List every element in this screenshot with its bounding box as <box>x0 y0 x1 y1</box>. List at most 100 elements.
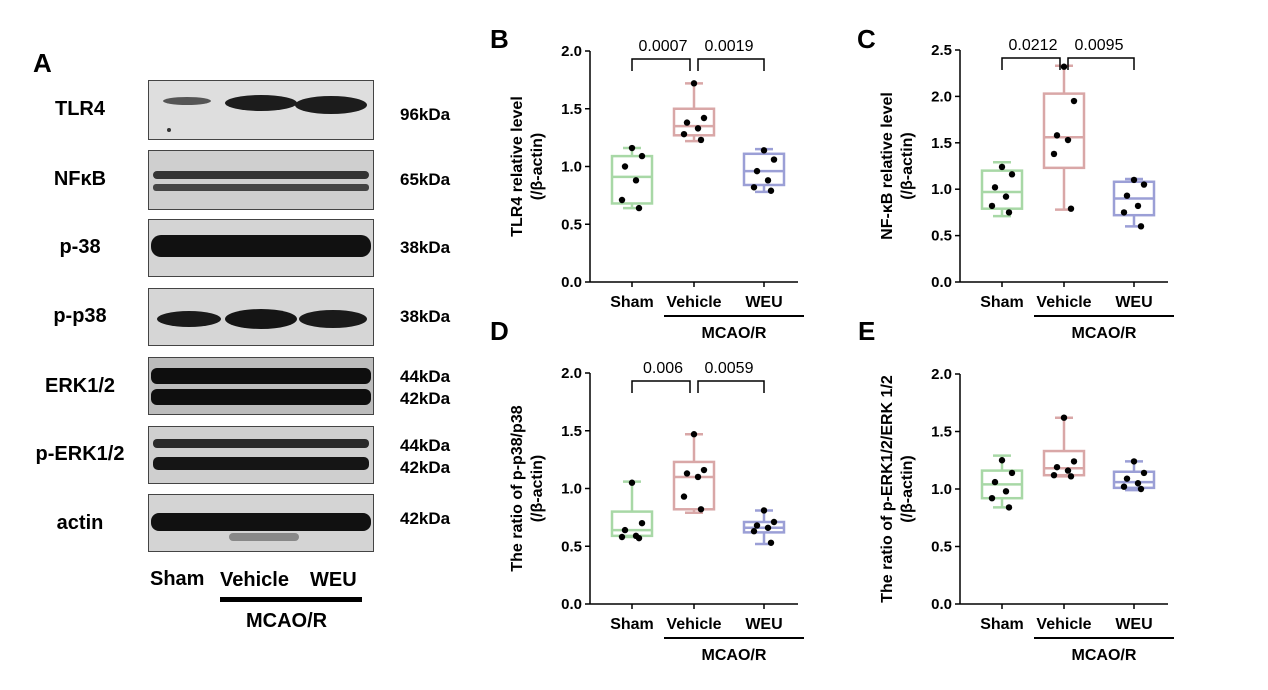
data-point <box>764 524 772 531</box>
data-point <box>767 187 775 194</box>
data-point <box>697 506 705 513</box>
data-point <box>638 152 646 160</box>
y-tick-label: 2.5 <box>931 42 952 59</box>
data-point <box>1053 132 1061 139</box>
y-axis-title: NF-κB relative level <box>879 92 896 240</box>
blot-label-actin: actin <box>56 512 104 534</box>
data-point <box>991 478 999 486</box>
x-tick-label: WEU <box>745 294 782 311</box>
data-point <box>1005 209 1013 216</box>
data-point <box>1060 63 1068 70</box>
box-iqr <box>610 154 654 205</box>
box-iqr <box>1112 470 1156 490</box>
x-tick-label: Vehicle <box>1036 616 1091 633</box>
y-axis-subtitle: (/β-actin) <box>529 455 546 523</box>
kda-label-p38: 38kDa <box>400 238 451 257</box>
blot-label-erk: ERK1/2 <box>44 375 116 397</box>
lane-label-vehicle: Vehicle <box>220 569 289 591</box>
blot-label-perk: p-ERK1/2 <box>35 443 125 465</box>
data-point <box>1120 483 1128 490</box>
data-point <box>764 177 772 184</box>
data-point <box>1008 469 1016 477</box>
box-iqr <box>1042 449 1086 477</box>
y-tick-label: 1.5 <box>931 424 952 441</box>
y-axis-subtitle: (/β-actin) <box>899 132 916 200</box>
blot-image-actin <box>148 494 374 552</box>
blot-image-p38 <box>148 219 374 277</box>
blot-label-nfkb: NFκB <box>53 168 107 190</box>
y-tick-label: 2.0 <box>561 365 582 382</box>
data-point <box>1050 472 1058 479</box>
y-axis-title: TLR4 relative level <box>509 96 526 237</box>
lane-group-label: MCAO/R <box>246 610 328 632</box>
kda-label-perk-42: 42kDa <box>400 458 451 477</box>
significance-bracket <box>1067 57 1135 70</box>
box-iqr <box>672 107 716 137</box>
chart-d-pp38: 0.0 0.5 1.0 1.5 2.0 Sham Vehicle WEU MCAO/R The r… <box>509 360 804 664</box>
data-point <box>628 479 636 486</box>
y-axis-subtitle: (/β-actin) <box>529 133 546 201</box>
p-value-label: 0.0007 <box>639 38 688 55</box>
data-point <box>998 457 1006 464</box>
data-point <box>680 493 688 500</box>
data-point <box>753 522 761 529</box>
x-tick-label: Sham <box>980 294 1024 311</box>
data-point <box>700 114 708 122</box>
data-point <box>690 80 698 87</box>
data-point <box>1005 504 1013 511</box>
kda-label-perk-44: 44kDa <box>400 436 451 455</box>
data-point <box>1053 463 1061 471</box>
y-tick-label: 1.0 <box>931 481 952 498</box>
data-point <box>700 466 708 474</box>
box-iqr <box>672 460 716 511</box>
data-point <box>621 163 629 170</box>
data-point <box>1064 467 1072 474</box>
box-iqr <box>980 169 1024 210</box>
data-point <box>1064 136 1072 144</box>
y-tick-label: 1.5 <box>931 135 952 152</box>
data-point <box>1060 414 1068 421</box>
data-point <box>770 518 778 526</box>
blot-image-nfkb <box>148 150 374 210</box>
data-point <box>1067 473 1075 480</box>
x-tick-label: WEU <box>745 616 782 633</box>
data-point <box>1067 205 1075 212</box>
chart-e-perk: 0.0 0.5 1.0 1.5 2.0 Sham Vehicle WEU MCAO/R The r… <box>879 366 1174 664</box>
data-point <box>690 431 698 438</box>
kda-label-tlr4: 96kDa <box>400 105 451 124</box>
panel-d-letter: D <box>490 316 509 346</box>
data-point <box>1123 192 1131 199</box>
box-iqr <box>610 510 654 538</box>
data-point <box>635 534 643 542</box>
data-point <box>1134 480 1142 487</box>
x-tick-label: Vehicle <box>666 294 721 311</box>
chart-c-nfkb: 0.0 0.5 1.0 1.5 2.0 2.5 Sham Vehicle WEU MCAO/R NF… <box>879 37 1174 340</box>
y-axis-title: The ratio of p-p38/p38 <box>509 405 526 571</box>
lane-label-weu: WEU <box>310 569 357 591</box>
kda-label-nfkb: 65kDa <box>400 170 451 189</box>
p-value-label: 0.0212 <box>1009 37 1058 54</box>
kda-label-pp38: 38kDa <box>400 307 451 326</box>
y-tick-label: 0.5 <box>931 539 952 556</box>
data-point <box>1140 181 1148 188</box>
data-point <box>697 136 705 144</box>
y-tick-label: 1.0 <box>931 181 952 198</box>
x-tick-label: Vehicle <box>666 616 721 633</box>
data-point <box>683 119 691 126</box>
box-iqr <box>1042 92 1086 170</box>
p-value-label: 0.0095 <box>1075 37 1124 54</box>
p-value-label: 0.0019 <box>705 38 754 55</box>
data-point <box>1050 150 1058 158</box>
data-point <box>1070 458 1078 465</box>
data-point <box>680 130 688 138</box>
significance-bracket <box>697 380 765 393</box>
lane-label-sham: Sham <box>150 568 205 590</box>
data-point <box>632 177 640 184</box>
group-label: MCAO/R <box>1072 325 1137 340</box>
y-tick-label: 1.5 <box>561 101 582 118</box>
data-point <box>1140 469 1148 477</box>
chart-b-tlr4: 0.0 0.5 1.0 1.5 2.0 Sham Vehicle WEU MCAO/R TLR4 … <box>509 38 804 340</box>
data-point <box>1123 475 1131 482</box>
x-tick-label: Sham <box>980 616 1024 633</box>
group-label: MCAO/R <box>1072 647 1137 664</box>
